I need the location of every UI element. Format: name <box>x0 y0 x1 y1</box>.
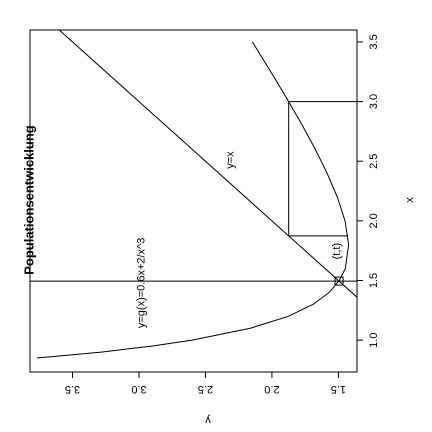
annotation: y=g(x)=0.6x+2/x^3 <box>136 238 148 328</box>
x-tick-label: 1.0 <box>368 333 380 348</box>
fixpoint-label: (t,t) <box>331 243 343 260</box>
annotation: y=x <box>225 151 237 169</box>
x-tick-label: 2.0 <box>368 213 380 228</box>
rotated-plot: Populationsentwicklung x y 1.0 1.5 2.0 2.5 3… <box>21 29 416 426</box>
y-tick-label: 2.5 <box>198 383 213 395</box>
plot-frame <box>29 29 358 373</box>
series-line <box>58 30 357 298</box>
y-tick-label: 3.0 <box>131 383 146 395</box>
x-tick-label: 3.0 <box>368 94 380 109</box>
y-tick-label: 1.5 <box>331 383 346 395</box>
fixpoint-marker <box>334 276 344 286</box>
y-axis-label: y <box>205 414 211 426</box>
x-axis-label: x <box>404 197 416 203</box>
x-tick-label: 2.5 <box>368 154 380 169</box>
x-tick-label: 1.5 <box>368 273 380 288</box>
chart-title: Populationsentwicklung <box>21 125 36 275</box>
series-line <box>288 101 357 237</box>
x-tick-label: 3.5 <box>368 34 380 49</box>
series-line <box>37 41 350 359</box>
y-tick-label: 2.0 <box>264 383 279 395</box>
y-tick-label: 3.5 <box>65 383 80 395</box>
